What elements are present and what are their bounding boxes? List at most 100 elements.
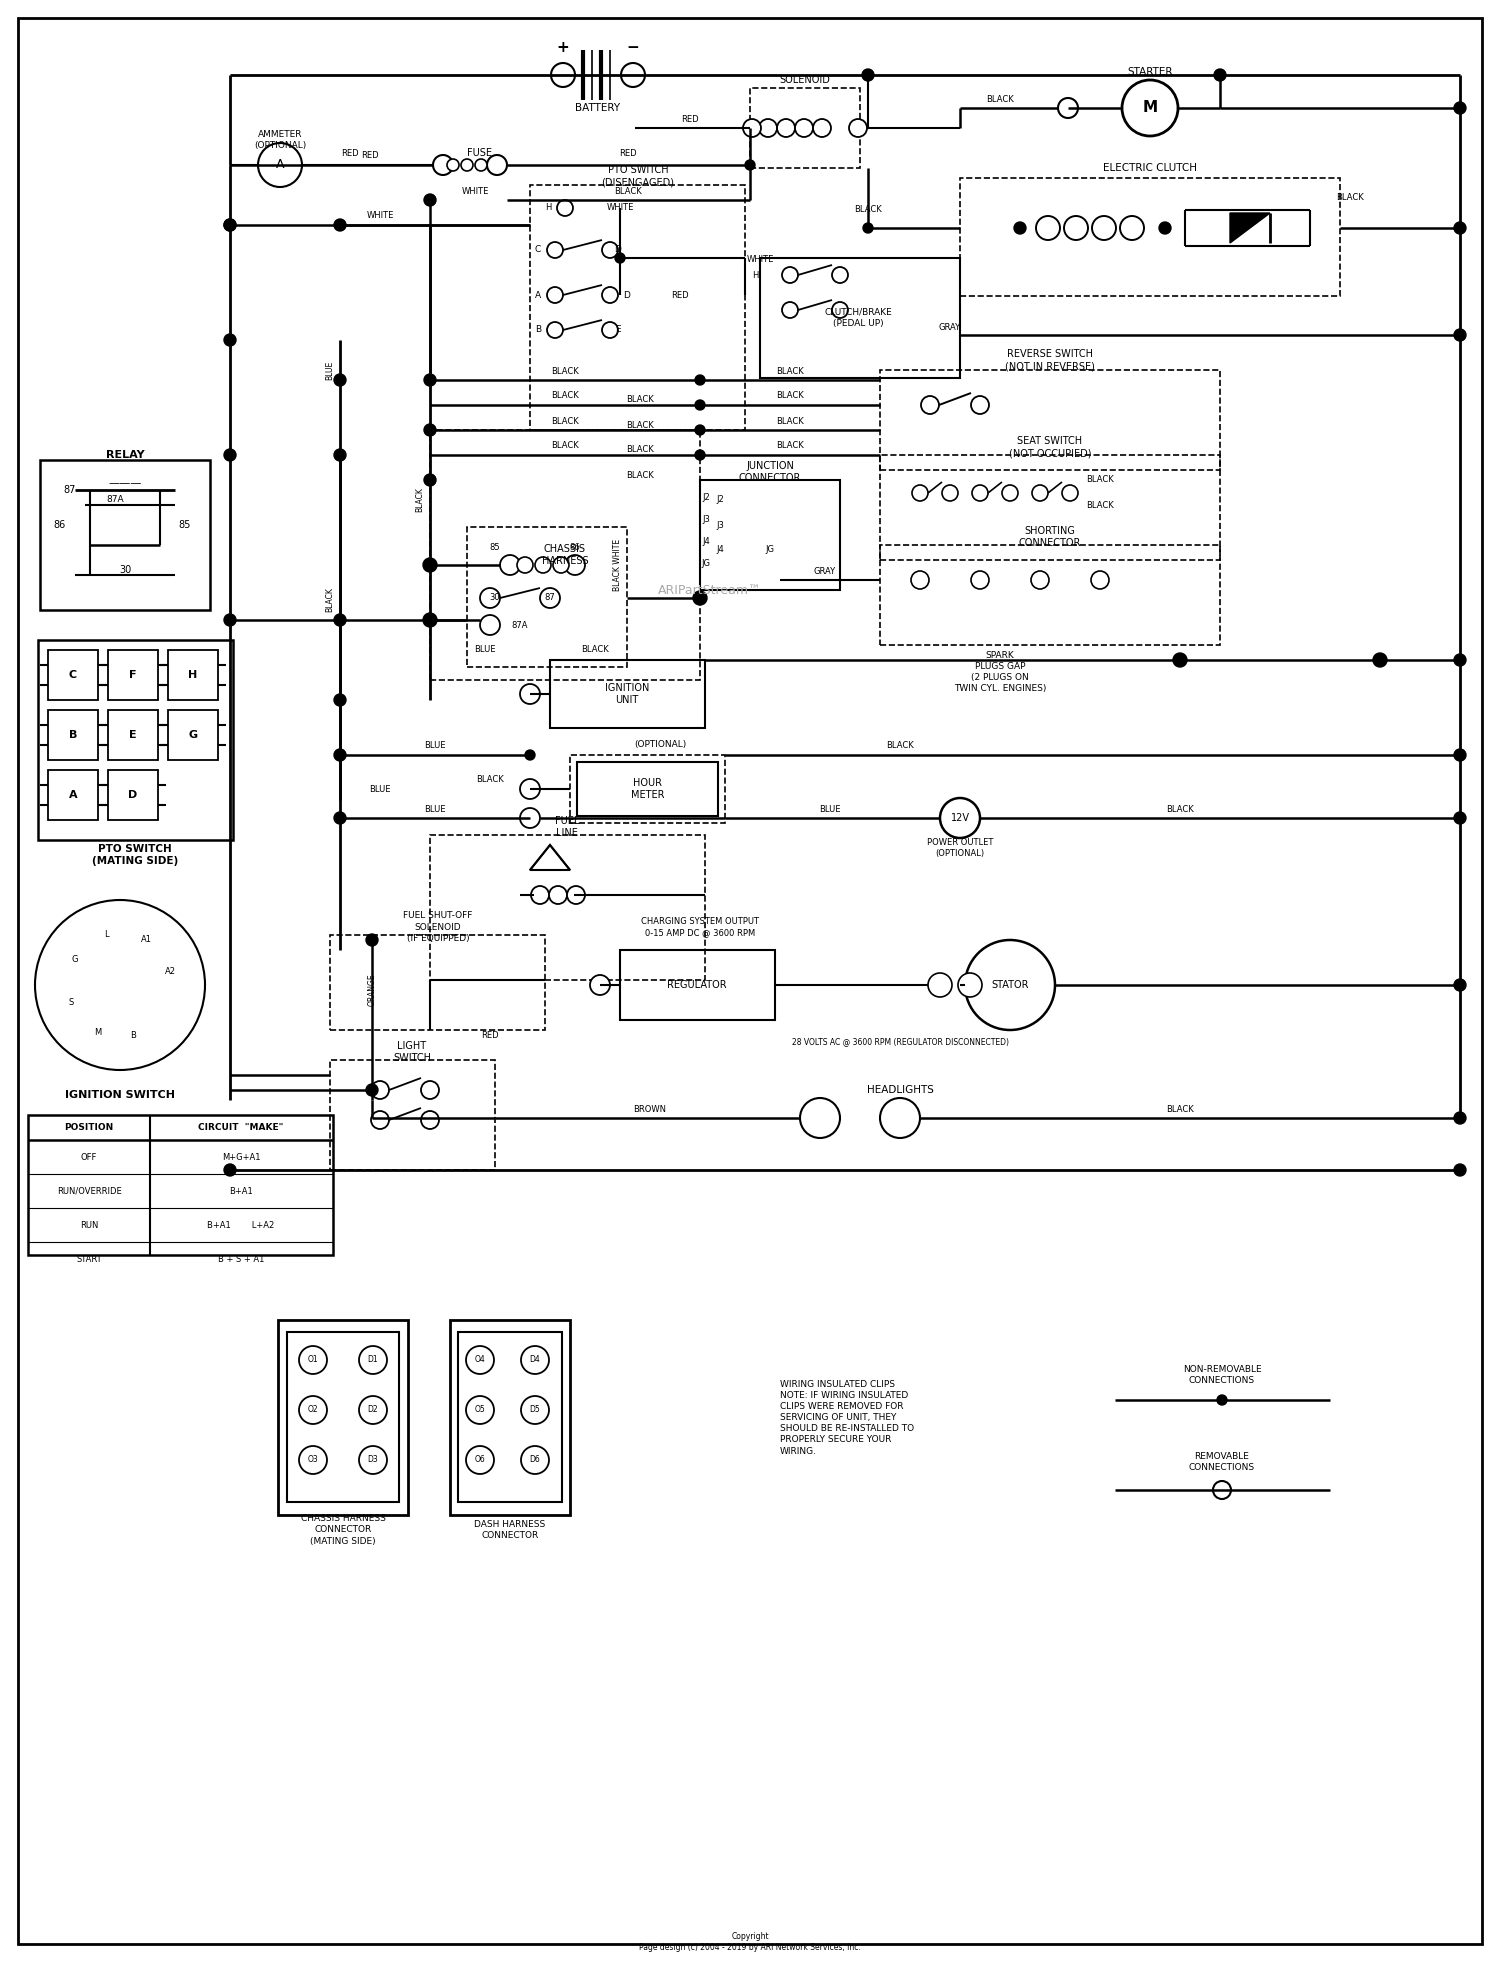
Text: START: START <box>76 1254 102 1264</box>
Circle shape <box>1454 1163 1466 1175</box>
Circle shape <box>602 286 618 302</box>
Bar <box>330 936 544 1030</box>
Circle shape <box>742 120 760 137</box>
Text: 85: 85 <box>489 543 501 553</box>
Text: O3: O3 <box>308 1456 318 1464</box>
Text: REMOVABLE
CONNECTIONS: REMOVABLE CONNECTIONS <box>1190 1452 1256 1472</box>
Circle shape <box>1160 222 1172 233</box>
Circle shape <box>1064 216 1088 239</box>
Text: J2: J2 <box>702 494 709 502</box>
Circle shape <box>554 557 568 573</box>
Bar <box>330 1059 495 1169</box>
Circle shape <box>224 220 236 232</box>
Circle shape <box>224 614 236 626</box>
Circle shape <box>621 63 645 86</box>
Text: ARIPartStream™: ARIPartStream™ <box>658 583 762 596</box>
Circle shape <box>423 557 436 573</box>
Text: BLACK: BLACK <box>853 206 882 214</box>
Circle shape <box>1122 80 1178 135</box>
Text: J4: J4 <box>702 538 709 547</box>
Bar <box>880 455 1220 559</box>
Circle shape <box>370 1081 388 1099</box>
Text: BLUE: BLUE <box>819 804 840 814</box>
Text: IGNITION SWITCH: IGNITION SWITCH <box>64 1091 176 1101</box>
Circle shape <box>334 812 346 824</box>
Text: C: C <box>536 245 542 255</box>
Circle shape <box>921 396 939 414</box>
Circle shape <box>1058 98 1078 118</box>
Text: POWER OUTLET
(OPTIONAL): POWER OUTLET (OPTIONAL) <box>927 838 993 857</box>
Text: A1: A1 <box>141 936 152 944</box>
Text: D2: D2 <box>368 1405 378 1415</box>
Text: RED: RED <box>620 149 638 157</box>
Bar <box>430 430 700 681</box>
Circle shape <box>531 887 549 904</box>
Text: (OPTIONAL): (OPTIONAL) <box>634 740 686 749</box>
Text: B+A1        L+A2: B+A1 L+A2 <box>207 1220 274 1230</box>
Text: BLUE: BLUE <box>326 361 334 379</box>
Text: B: B <box>130 1030 136 1040</box>
Circle shape <box>334 375 346 387</box>
Circle shape <box>912 485 928 500</box>
Circle shape <box>795 120 813 137</box>
Text: DASH HARNESS
CONNECTOR: DASH HARNESS CONNECTOR <box>474 1521 546 1540</box>
Circle shape <box>1454 979 1466 991</box>
Text: BLACK: BLACK <box>1336 194 1364 202</box>
Text: RED: RED <box>482 1030 500 1040</box>
Text: S: S <box>69 999 74 1007</box>
Text: GRAY: GRAY <box>939 324 962 332</box>
Circle shape <box>424 424 436 436</box>
Text: BLACK: BLACK <box>416 489 424 512</box>
Text: BLACK: BLACK <box>1086 475 1114 485</box>
Bar <box>108 710 158 759</box>
Circle shape <box>1036 216 1060 239</box>
Circle shape <box>1454 102 1466 114</box>
Circle shape <box>782 267 798 283</box>
Circle shape <box>366 1083 378 1097</box>
Text: H: H <box>752 271 758 279</box>
Text: CLUTCH/BRAKE
(PEDAL UP): CLUTCH/BRAKE (PEDAL UP) <box>824 308 892 328</box>
Text: A2: A2 <box>165 967 176 975</box>
Circle shape <box>970 396 988 414</box>
Circle shape <box>964 940 1054 1030</box>
Text: RED: RED <box>340 149 358 157</box>
Circle shape <box>694 400 705 410</box>
Circle shape <box>258 143 302 186</box>
Text: E: E <box>129 730 136 740</box>
Text: CIRCUIT  "MAKE": CIRCUIT "MAKE" <box>198 1122 284 1132</box>
Bar <box>278 1320 408 1515</box>
Text: D: D <box>615 245 621 255</box>
Text: 30: 30 <box>118 565 130 575</box>
Text: JUNCTION
CONNECTOR: JUNCTION CONNECTOR <box>740 461 801 483</box>
Text: BATTERY: BATTERY <box>576 102 621 114</box>
Circle shape <box>476 159 488 171</box>
Text: BLACK: BLACK <box>626 471 654 479</box>
Text: 87A: 87A <box>106 496 124 504</box>
Circle shape <box>334 220 346 232</box>
Bar <box>450 1320 570 1515</box>
Text: BLUE: BLUE <box>369 785 390 795</box>
Text: BLACK WHITE: BLACK WHITE <box>614 540 622 591</box>
Text: AMMETER
(OPTIONAL): AMMETER (OPTIONAL) <box>254 129 306 149</box>
Text: D: D <box>624 290 630 300</box>
Bar <box>466 528 627 667</box>
Text: BLACK: BLACK <box>550 392 579 400</box>
Text: J4: J4 <box>716 545 724 555</box>
Circle shape <box>298 1346 327 1373</box>
Text: RELAY: RELAY <box>105 449 144 459</box>
Text: BLACK: BLACK <box>776 441 804 451</box>
Circle shape <box>1032 485 1048 500</box>
Circle shape <box>1454 812 1466 824</box>
Circle shape <box>500 555 520 575</box>
Circle shape <box>334 449 346 461</box>
Circle shape <box>928 973 952 997</box>
Text: WHITE: WHITE <box>366 212 393 220</box>
Circle shape <box>334 695 346 706</box>
Text: BLACK: BLACK <box>626 420 654 430</box>
Text: O5: O5 <box>474 1405 486 1415</box>
Text: 87A: 87A <box>512 620 528 630</box>
Bar <box>700 481 840 591</box>
Circle shape <box>334 749 346 761</box>
Bar <box>760 257 960 379</box>
Text: O1: O1 <box>308 1356 318 1364</box>
